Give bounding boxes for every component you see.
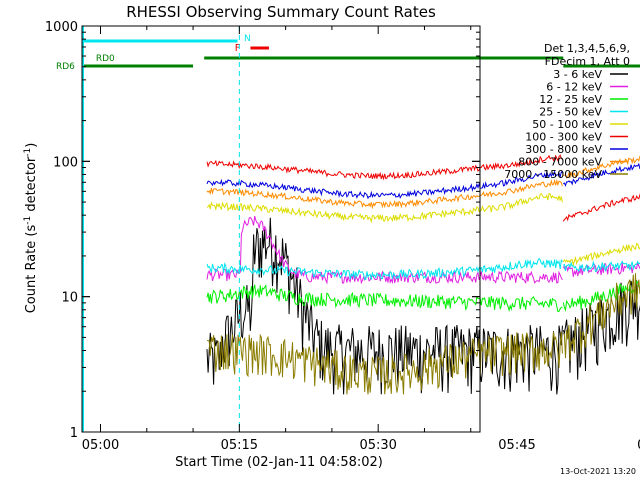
legend: Det 1,3,4,5,6,9, FDecim 1, Att 0 3 - 6 k… bbox=[504, 42, 630, 181]
y-tick-label: 100 bbox=[53, 155, 78, 170]
series-100-300-kev bbox=[206, 154, 640, 222]
series-50-100-kev bbox=[206, 192, 640, 267]
series-line-segment bbox=[206, 178, 563, 210]
flag-label-f: F bbox=[235, 43, 241, 54]
series-7000-15000-kev bbox=[206, 273, 640, 395]
series-line-segment bbox=[206, 192, 563, 224]
x-tick-label: 05:00 bbox=[82, 438, 119, 453]
x-tick-label: 05:45 bbox=[498, 438, 535, 453]
flag-label-rd6: RD6 bbox=[56, 62, 75, 72]
plot-background bbox=[82, 26, 480, 432]
plot-area bbox=[82, 26, 480, 432]
legend-label: 7000 - 15000 keV bbox=[504, 168, 602, 181]
plot-frame bbox=[81, 25, 481, 433]
axes: 110100100005:0005:1505:3005:4506:0006:15… bbox=[45, 20, 640, 453]
series-6-12-kev bbox=[206, 215, 640, 285]
series-12-25-kev bbox=[206, 280, 640, 313]
legend-label: 3 - 6 keV bbox=[553, 68, 602, 81]
legend-label: 100 - 300 keV bbox=[525, 131, 602, 144]
flag-label-n: N bbox=[244, 34, 251, 44]
flag-label-rd0: RD0 bbox=[96, 54, 115, 64]
legend-label: 50 - 100 keV bbox=[532, 118, 602, 131]
x-axis-label: Start Time (02-Jan-11 04:58:02) bbox=[175, 455, 383, 470]
series-line-segment bbox=[206, 215, 563, 285]
series-line-segment bbox=[563, 162, 640, 187]
series-line-segment bbox=[206, 257, 563, 280]
series-25-50-kev bbox=[206, 257, 640, 280]
series-line-segment bbox=[562, 280, 640, 312]
legend-label: 25 - 50 keV bbox=[539, 106, 602, 119]
series-line-segment bbox=[562, 242, 640, 267]
legend-label: 300 - 800 keV bbox=[525, 143, 602, 156]
timestamp: 13-Oct-2021 13:20 bbox=[560, 467, 636, 476]
series-800-7000-kev bbox=[206, 155, 640, 210]
flag-bars: NF RD0 RD6 bbox=[56, 34, 640, 72]
series-line-segment bbox=[563, 260, 640, 273]
legend-header-1: Det 1,3,4,5,6,9, bbox=[544, 42, 630, 55]
series-line-segment bbox=[562, 273, 640, 361]
y-tick-label: 1 bbox=[70, 426, 78, 441]
series-300-800-kev bbox=[206, 162, 640, 200]
x-tick-label: 05:15 bbox=[221, 438, 258, 453]
series-line-segment bbox=[562, 260, 640, 277]
series-line-segment bbox=[206, 154, 563, 181]
legend-header-2: FDecim 1, Att 0 bbox=[545, 55, 630, 68]
series-line-segment bbox=[206, 169, 563, 200]
x-tick-label: 06:00 bbox=[637, 438, 640, 453]
series-line-segment bbox=[562, 193, 640, 222]
y-tick-label: 1000 bbox=[45, 20, 78, 35]
series-line-segment bbox=[206, 284, 563, 313]
chart-title: RHESSI Observing Summary Count Rates bbox=[126, 3, 436, 21]
series-line-segment bbox=[206, 331, 563, 395]
observing-guides bbox=[82, 26, 240, 432]
y-tick-label: 10 bbox=[61, 291, 78, 306]
y-axis-label: Count Rate (s-1 detector-1) bbox=[23, 143, 39, 314]
series-line-segment bbox=[562, 280, 640, 380]
legend-label: 12 - 25 keV bbox=[539, 93, 602, 106]
x-tick-label: 05:30 bbox=[359, 438, 396, 453]
series-line-segment bbox=[563, 155, 640, 179]
legend-label: 6 - 12 keV bbox=[546, 81, 602, 94]
legend-label: 800 - 7000 keV bbox=[518, 156, 602, 169]
series-lines bbox=[206, 154, 640, 395]
